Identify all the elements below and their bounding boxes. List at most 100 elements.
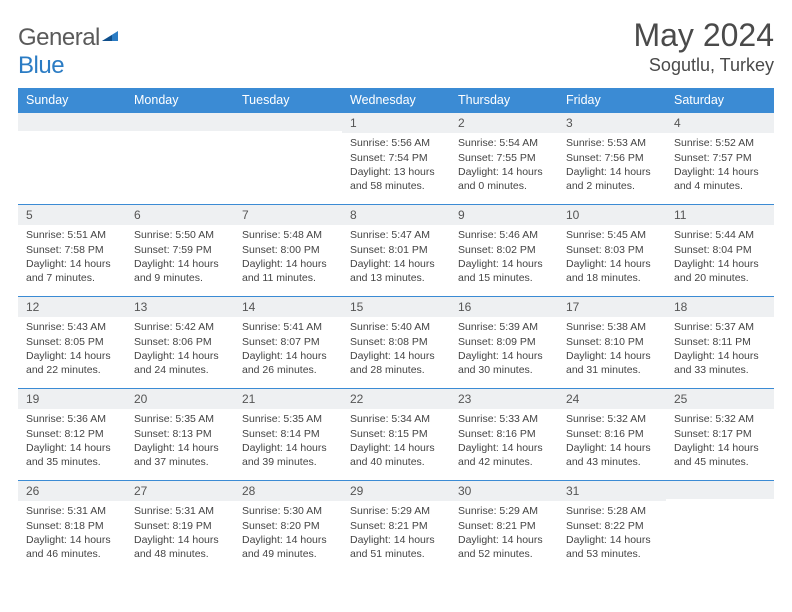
calendar-cell: 16Sunrise: 5:39 AMSunset: 8:09 PMDayligh… <box>450 297 558 389</box>
weekday-header: Sunday <box>18 88 126 113</box>
calendar-row: 5Sunrise: 5:51 AMSunset: 7:58 PMDaylight… <box>18 205 774 297</box>
day-details: Sunrise: 5:45 AMSunset: 8:03 PMDaylight:… <box>558 225 666 289</box>
day-number: 22 <box>342 389 450 409</box>
day-number: 27 <box>126 481 234 501</box>
day-number: 24 <box>558 389 666 409</box>
day-details: Sunrise: 5:36 AMSunset: 8:12 PMDaylight:… <box>18 409 126 473</box>
day-details: Sunrise: 5:54 AMSunset: 7:55 PMDaylight:… <box>450 133 558 197</box>
logo-word-1: General <box>18 24 100 51</box>
calendar-cell: 30Sunrise: 5:29 AMSunset: 8:21 PMDayligh… <box>450 481 558 573</box>
logo-text: General Blue <box>18 24 120 80</box>
weekday-header: Wednesday <box>342 88 450 113</box>
day-details: Sunrise: 5:32 AMSunset: 8:16 PMDaylight:… <box>558 409 666 473</box>
day-number: 28 <box>234 481 342 501</box>
day-details: Sunrise: 5:53 AMSunset: 7:56 PMDaylight:… <box>558 133 666 197</box>
day-number: 2 <box>450 113 558 133</box>
calendar-cell: 5Sunrise: 5:51 AMSunset: 7:58 PMDaylight… <box>18 205 126 297</box>
day-details: Sunrise: 5:39 AMSunset: 8:09 PMDaylight:… <box>450 317 558 381</box>
day-number <box>18 113 126 131</box>
calendar-cell: 14Sunrise: 5:41 AMSunset: 8:07 PMDayligh… <box>234 297 342 389</box>
day-details: Sunrise: 5:35 AMSunset: 8:13 PMDaylight:… <box>126 409 234 473</box>
day-number: 11 <box>666 205 774 225</box>
day-number: 13 <box>126 297 234 317</box>
day-number <box>126 113 234 131</box>
day-details: Sunrise: 5:28 AMSunset: 8:22 PMDaylight:… <box>558 501 666 565</box>
day-details: Sunrise: 5:50 AMSunset: 7:59 PMDaylight:… <box>126 225 234 289</box>
brand-logo: General Blue <box>18 18 120 80</box>
day-details: Sunrise: 5:48 AMSunset: 8:00 PMDaylight:… <box>234 225 342 289</box>
day-number: 26 <box>18 481 126 501</box>
calendar-cell: 4Sunrise: 5:52 AMSunset: 7:57 PMDaylight… <box>666 113 774 205</box>
location-label: Sogutlu, Turkey <box>633 55 774 76</box>
weekday-header: Saturday <box>666 88 774 113</box>
page-title: May 2024 <box>633 18 774 53</box>
day-number: 21 <box>234 389 342 409</box>
calendar-cell: 7Sunrise: 5:48 AMSunset: 8:00 PMDaylight… <box>234 205 342 297</box>
day-details: Sunrise: 5:31 AMSunset: 8:18 PMDaylight:… <box>18 501 126 565</box>
day-details: Sunrise: 5:29 AMSunset: 8:21 PMDaylight:… <box>342 501 450 565</box>
calendar-cell: 6Sunrise: 5:50 AMSunset: 7:59 PMDaylight… <box>126 205 234 297</box>
day-number: 3 <box>558 113 666 133</box>
calendar-cell: 15Sunrise: 5:40 AMSunset: 8:08 PMDayligh… <box>342 297 450 389</box>
calendar-cell: 18Sunrise: 5:37 AMSunset: 8:11 PMDayligh… <box>666 297 774 389</box>
day-details: Sunrise: 5:35 AMSunset: 8:14 PMDaylight:… <box>234 409 342 473</box>
day-number: 25 <box>666 389 774 409</box>
weekday-header: Thursday <box>450 88 558 113</box>
day-number: 9 <box>450 205 558 225</box>
day-details: Sunrise: 5:34 AMSunset: 8:15 PMDaylight:… <box>342 409 450 473</box>
calendar-cell-empty <box>234 113 342 205</box>
calendar-cell-empty <box>666 481 774 573</box>
day-details: Sunrise: 5:56 AMSunset: 7:54 PMDaylight:… <box>342 133 450 197</box>
day-details: Sunrise: 5:33 AMSunset: 8:16 PMDaylight:… <box>450 409 558 473</box>
calendar-cell: 28Sunrise: 5:30 AMSunset: 8:20 PMDayligh… <box>234 481 342 573</box>
calendar-body: 1Sunrise: 5:56 AMSunset: 7:54 PMDaylight… <box>18 113 774 573</box>
calendar-cell: 2Sunrise: 5:54 AMSunset: 7:55 PMDaylight… <box>450 113 558 205</box>
day-number: 14 <box>234 297 342 317</box>
calendar-cell: 25Sunrise: 5:32 AMSunset: 8:17 PMDayligh… <box>666 389 774 481</box>
calendar-cell: 19Sunrise: 5:36 AMSunset: 8:12 PMDayligh… <box>18 389 126 481</box>
calendar-cell: 3Sunrise: 5:53 AMSunset: 7:56 PMDaylight… <box>558 113 666 205</box>
day-number: 17 <box>558 297 666 317</box>
day-details: Sunrise: 5:52 AMSunset: 7:57 PMDaylight:… <box>666 133 774 197</box>
day-number: 5 <box>18 205 126 225</box>
day-details: Sunrise: 5:37 AMSunset: 8:11 PMDaylight:… <box>666 317 774 381</box>
calendar-cell: 31Sunrise: 5:28 AMSunset: 8:22 PMDayligh… <box>558 481 666 573</box>
day-details: Sunrise: 5:30 AMSunset: 8:20 PMDaylight:… <box>234 501 342 565</box>
day-number: 23 <box>450 389 558 409</box>
day-number: 18 <box>666 297 774 317</box>
calendar-row: 12Sunrise: 5:43 AMSunset: 8:05 PMDayligh… <box>18 297 774 389</box>
calendar-cell: 21Sunrise: 5:35 AMSunset: 8:14 PMDayligh… <box>234 389 342 481</box>
calendar-cell: 17Sunrise: 5:38 AMSunset: 8:10 PMDayligh… <box>558 297 666 389</box>
calendar-cell: 22Sunrise: 5:34 AMSunset: 8:15 PMDayligh… <box>342 389 450 481</box>
day-number: 29 <box>342 481 450 501</box>
day-details: Sunrise: 5:29 AMSunset: 8:21 PMDaylight:… <box>450 501 558 565</box>
day-details: Sunrise: 5:32 AMSunset: 8:17 PMDaylight:… <box>666 409 774 473</box>
day-number: 6 <box>126 205 234 225</box>
day-number: 12 <box>18 297 126 317</box>
day-number: 4 <box>666 113 774 133</box>
day-details: Sunrise: 5:41 AMSunset: 8:07 PMDaylight:… <box>234 317 342 381</box>
calendar-row: 1Sunrise: 5:56 AMSunset: 7:54 PMDaylight… <box>18 113 774 205</box>
day-details: Sunrise: 5:42 AMSunset: 8:06 PMDaylight:… <box>126 317 234 381</box>
day-number: 16 <box>450 297 558 317</box>
day-details: Sunrise: 5:46 AMSunset: 8:02 PMDaylight:… <box>450 225 558 289</box>
weekday-header: Friday <box>558 88 666 113</box>
calendar-cell-empty <box>18 113 126 205</box>
day-number: 7 <box>234 205 342 225</box>
calendar-cell: 27Sunrise: 5:31 AMSunset: 8:19 PMDayligh… <box>126 481 234 573</box>
calendar-cell: 20Sunrise: 5:35 AMSunset: 8:13 PMDayligh… <box>126 389 234 481</box>
day-number: 15 <box>342 297 450 317</box>
day-number: 8 <box>342 205 450 225</box>
calendar-cell: 13Sunrise: 5:42 AMSunset: 8:06 PMDayligh… <box>126 297 234 389</box>
day-number <box>234 113 342 131</box>
calendar-cell: 23Sunrise: 5:33 AMSunset: 8:16 PMDayligh… <box>450 389 558 481</box>
day-details: Sunrise: 5:43 AMSunset: 8:05 PMDaylight:… <box>18 317 126 381</box>
calendar-cell-empty <box>126 113 234 205</box>
calendar-cell: 11Sunrise: 5:44 AMSunset: 8:04 PMDayligh… <box>666 205 774 297</box>
day-details: Sunrise: 5:44 AMSunset: 8:04 PMDaylight:… <box>666 225 774 289</box>
logo-word-2: Blue <box>18 52 64 79</box>
logo-mark-icon <box>100 24 120 44</box>
calendar-cell: 26Sunrise: 5:31 AMSunset: 8:18 PMDayligh… <box>18 481 126 573</box>
calendar-cell: 1Sunrise: 5:56 AMSunset: 7:54 PMDaylight… <box>342 113 450 205</box>
day-number: 30 <box>450 481 558 501</box>
